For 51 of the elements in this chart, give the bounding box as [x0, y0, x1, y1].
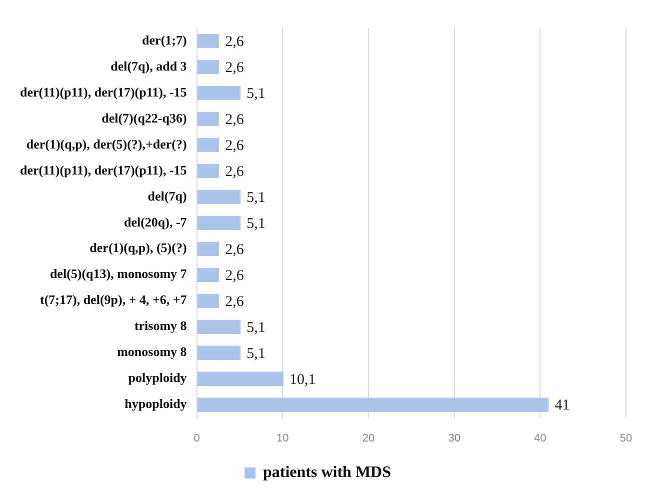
data-label: 10,1	[290, 372, 316, 388]
bar	[197, 138, 220, 152]
data-label: 5,1	[246, 346, 266, 362]
y-tick-label: hypoploidy	[124, 396, 188, 412]
y-tick-label: der(1;7)	[142, 32, 187, 48]
y-tick-label: del(7q)	[148, 188, 187, 204]
bar	[197, 398, 549, 412]
data-label: 2,6	[225, 242, 244, 258]
bar	[197, 268, 220, 282]
data-label: 2,6	[225, 34, 244, 50]
bar	[197, 34, 220, 48]
data-label: 2,6	[225, 60, 244, 76]
y-tick-label: del(5)(q13), monosomy 7	[50, 266, 188, 282]
y-tick-label: t(7;17), del(9p), + 4, +6, +7	[40, 292, 188, 308]
bar	[197, 294, 220, 308]
data-label: 2,6	[225, 112, 244, 128]
y-tick-label: monosomy 8	[117, 344, 188, 360]
bar	[197, 190, 241, 204]
y-tick-label: del(7q), add 3	[110, 58, 188, 74]
data-label: 2,6	[225, 268, 244, 284]
bar	[197, 216, 241, 230]
y-tick-label: trisomy 8	[134, 318, 188, 334]
y-tick-label: del(7)(q22-q36)	[102, 110, 187, 126]
x-tick-label: 10	[276, 432, 289, 444]
x-tick-label: 30	[448, 432, 460, 444]
data-label: 2,6	[225, 294, 244, 310]
x-tick-label: 0	[194, 432, 200, 444]
data-label: 5,1	[246, 216, 266, 232]
legend-label: patients with MDS	[262, 464, 392, 482]
x-tick-label: 20	[362, 432, 375, 444]
data-label: 5,1	[246, 86, 266, 102]
bar	[197, 164, 220, 178]
bar	[197, 346, 241, 360]
y-tick-label: der(1)(q,p), (5)(?)	[90, 240, 187, 256]
data-label: 5,1	[246, 320, 266, 336]
bar	[197, 112, 220, 126]
x-tick-label: 40	[534, 432, 546, 444]
x-tick-label: 50	[620, 432, 632, 444]
bar	[197, 320, 241, 334]
y-tick-label: der(11)(p11), der(17)(p11), -15	[20, 162, 188, 178]
y-tick-label: del(20q), -7	[124, 214, 188, 230]
bar	[197, 60, 220, 74]
data-label: 2,6	[225, 164, 244, 180]
y-tick-label: der(1)(q,p), der(5)(?),+der(?)	[26, 136, 187, 152]
data-label: 2,6	[225, 138, 244, 154]
bar	[197, 86, 241, 100]
data-label: 41	[554, 398, 570, 414]
bar	[197, 372, 284, 386]
y-tick-label: polyploidy	[128, 370, 188, 386]
data-label: 5,1	[246, 190, 266, 206]
y-tick-label: der(11)(p11), der(17)(p11), -15	[20, 84, 188, 100]
